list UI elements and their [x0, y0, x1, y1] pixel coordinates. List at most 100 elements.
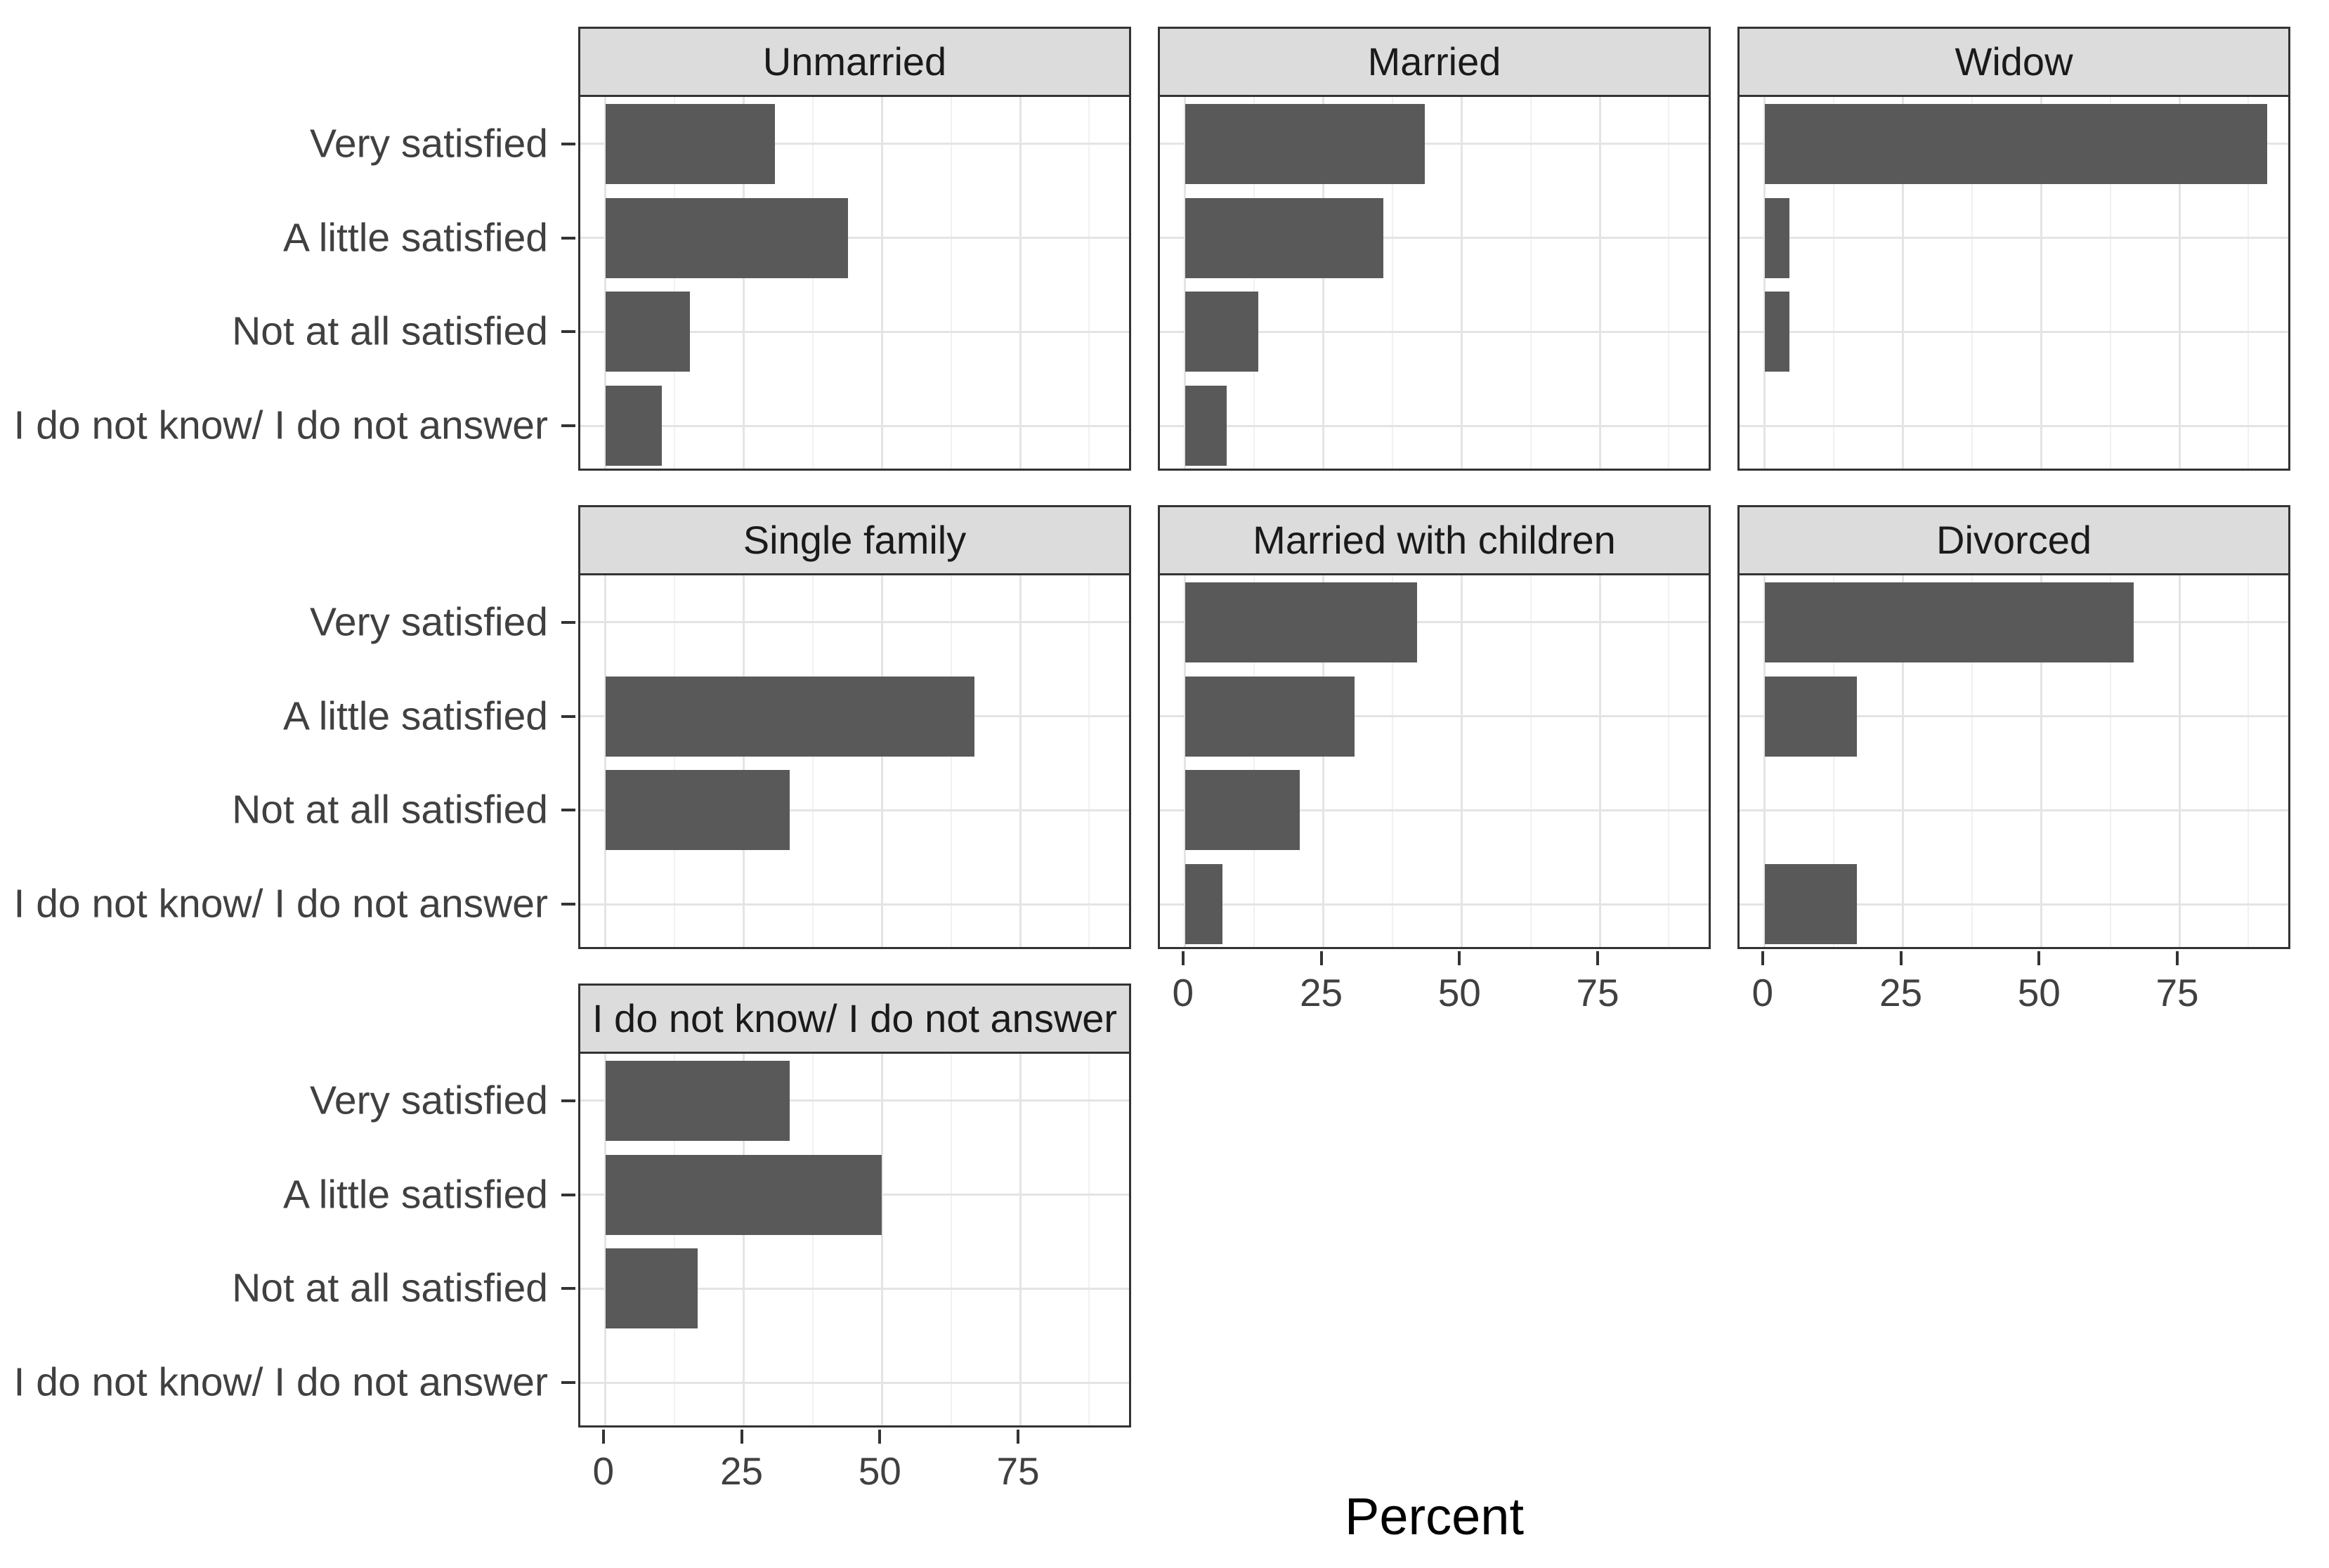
y-axis-label: A little satisfied: [282, 215, 548, 261]
gridline-minor: [2248, 575, 2250, 947]
bar: [1185, 197, 1383, 278]
facet-title: Single family: [743, 518, 967, 562]
bar: [1764, 676, 1858, 757]
gridline-minor: [1088, 575, 1090, 947]
facet-strip: I do not know/ I do not answer: [578, 984, 1131, 1054]
y-axis-label: Not at all satisfied: [232, 308, 548, 354]
bar: [605, 1154, 882, 1235]
gridline-category: [1740, 903, 2288, 906]
gridline-category: [580, 621, 1129, 624]
x-tick-label: 75: [2155, 971, 2199, 1014]
facet-strip: Divorced: [1737, 505, 2290, 575]
gridline-category: [580, 903, 1129, 906]
gridline-minor: [950, 1054, 952, 1425]
gridline-minor: [674, 575, 676, 947]
gridline-major: [880, 1054, 883, 1425]
gridline-minor: [1088, 1054, 1090, 1425]
bar: [605, 676, 974, 757]
gridline-category: [1160, 809, 1709, 811]
facet-widow: Widow: [1737, 27, 2290, 473]
x-axis-title: Percent: [1344, 1487, 1525, 1546]
gridline-category: [1740, 330, 2288, 333]
gridline-major: [604, 97, 607, 469]
y-axis-label: I do not know/ I do not answer: [13, 881, 548, 927]
y-axis-label: Not at all satisfied: [232, 1265, 548, 1311]
x-tick-label: 50: [2017, 971, 2061, 1014]
gridline-minor: [1391, 97, 1393, 469]
gridline-major: [604, 1054, 607, 1425]
facet-strip: Married: [1158, 27, 1711, 97]
gridline-minor: [2109, 97, 2111, 469]
gridline-major: [1019, 575, 1022, 947]
x-tick-label: 0: [592, 1449, 615, 1493]
gridline-minor: [1971, 97, 1973, 469]
gridline-category: [580, 237, 1129, 240]
gridline-major: [1902, 575, 1905, 947]
facet-title: Married: [1367, 39, 1501, 84]
bar: [1764, 103, 2268, 184]
y-tick-mark: [561, 620, 575, 624]
gridline-category: [580, 1287, 1129, 1290]
gridline-major: [2040, 575, 2042, 947]
y-axis-label: I do not know/ I do not answer: [13, 403, 548, 448]
facet-title: Widow: [1955, 39, 2073, 84]
facet-strip: Single family: [578, 505, 1131, 575]
gridline-category: [1160, 330, 1709, 333]
bar: [605, 1248, 698, 1329]
gridline-major: [1322, 97, 1325, 469]
y-tick-mark: [561, 236, 575, 240]
y-axis-label: Very satisfied: [310, 1078, 548, 1123]
x-tick-mark: [1319, 951, 1323, 965]
bar: [1764, 864, 1858, 945]
facet-panel: [578, 573, 1131, 949]
y-tick-mark: [561, 1287, 575, 1291]
bar: [605, 103, 775, 184]
gridline-minor: [1971, 575, 1973, 947]
gridline-major: [604, 575, 607, 947]
x-tick-mark: [740, 1430, 743, 1444]
gridline-major: [1763, 97, 1766, 469]
x-tick-label: 25: [1299, 971, 1343, 1014]
gridline-major: [1598, 575, 1601, 947]
gridline-major: [880, 97, 883, 469]
bar: [1185, 582, 1418, 662]
gridline-minor: [950, 575, 952, 947]
facet-single-family: Single family: [578, 505, 1131, 951]
gridline-minor: [1668, 575, 1670, 947]
y-axis-label: A little satisfied: [282, 1172, 548, 1217]
x-tick-mark: [1761, 951, 1764, 965]
x-tick-mark: [878, 1430, 882, 1444]
y-axis-label: I do not know/ I do not answer: [13, 1359, 548, 1405]
gridline-major: [2178, 97, 2181, 469]
facet-strip: Married with children: [1158, 505, 1711, 575]
bar: [605, 386, 663, 466]
gridline-minor: [2248, 97, 2250, 469]
facet-married: Married: [1158, 27, 1711, 473]
gridline-major: [743, 1054, 745, 1425]
gridline-category: [1740, 715, 2288, 718]
y-tick-mark: [561, 330, 575, 334]
gridline-category: [1160, 621, 1709, 624]
y-tick-mark: [561, 1193, 575, 1196]
facet-married-with-children: Married with children: [1158, 505, 1711, 951]
gridline-minor: [950, 97, 952, 469]
bar: [1185, 864, 1222, 945]
gridline-category: [580, 143, 1129, 145]
x-tick-mark: [1596, 951, 1600, 965]
bar: [605, 292, 691, 372]
gridline-minor: [811, 1054, 814, 1425]
bar: [1185, 292, 1258, 372]
gridline-minor: [2109, 575, 2111, 947]
gridline-category: [580, 809, 1129, 811]
x-tick-label: 25: [1879, 971, 1923, 1014]
gridline-minor: [1253, 575, 1255, 947]
x-tick-label: 0: [1172, 971, 1194, 1014]
bar: [1185, 103, 1426, 184]
gridline-minor: [1529, 97, 1532, 469]
gridline-major: [743, 97, 745, 469]
bar: [605, 1060, 790, 1141]
facet-panel: [1158, 95, 1711, 471]
x-tick-label: 75: [996, 1449, 1040, 1493]
gridline-category: [1740, 237, 2288, 240]
bar: [1764, 582, 2134, 662]
